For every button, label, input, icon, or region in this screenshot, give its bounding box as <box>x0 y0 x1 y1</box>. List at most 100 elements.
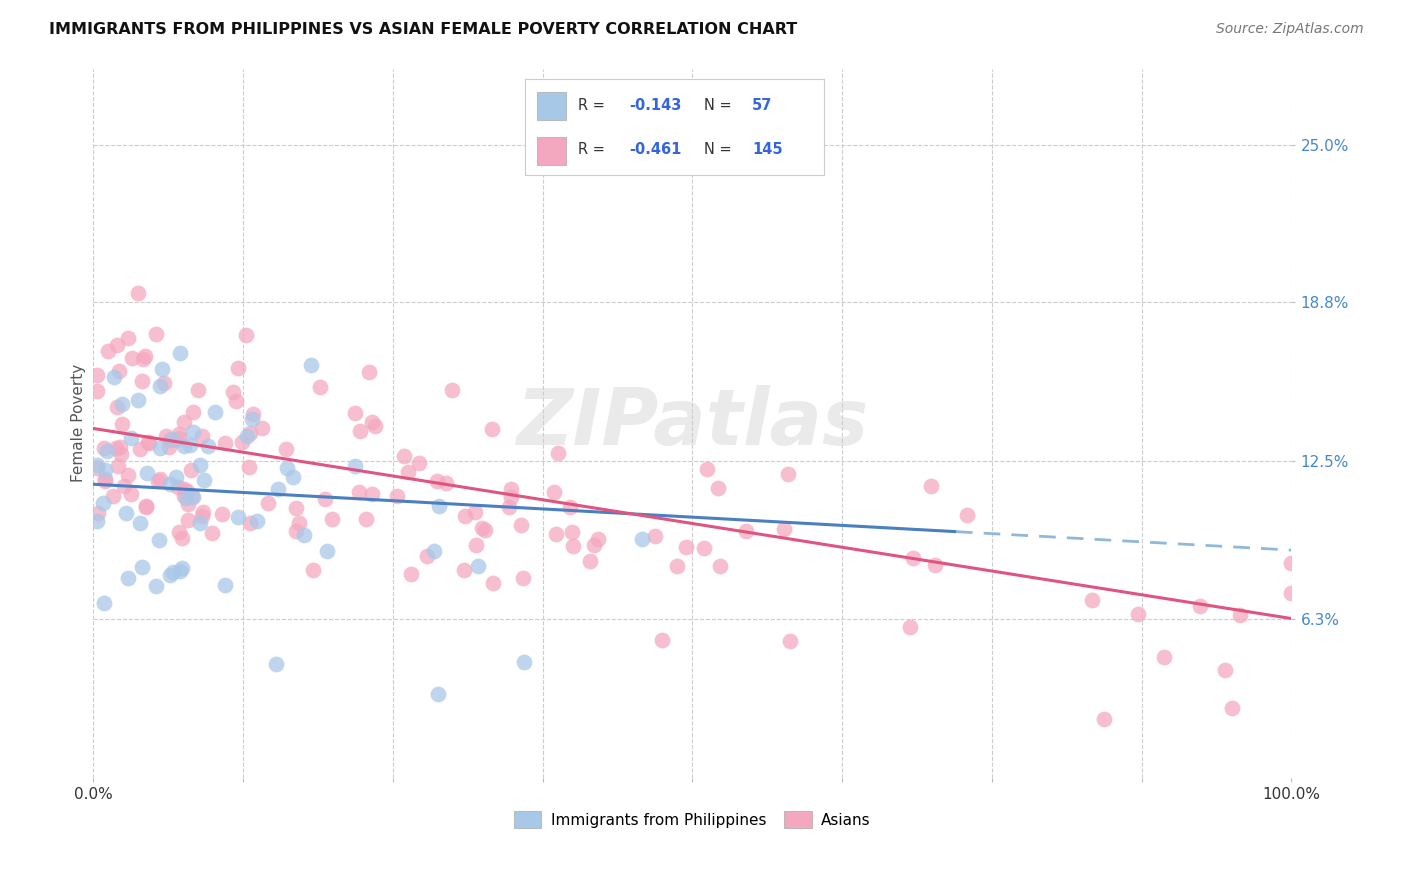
Point <box>482 575 505 590</box>
Point <box>155 429 177 443</box>
Point <box>193 473 215 487</box>
Point <box>159 567 181 582</box>
Point <box>93 462 115 476</box>
Point <box>107 364 129 378</box>
Point <box>426 475 449 489</box>
Point <box>148 533 170 548</box>
Text: ZIPatlas: ZIPatlas <box>516 385 869 461</box>
Point <box>94 475 117 489</box>
Point <box>181 490 204 504</box>
Point <box>1220 700 1243 714</box>
Point <box>651 633 673 648</box>
Point <box>1153 650 1175 665</box>
Point <box>145 327 167 342</box>
Point <box>169 346 191 360</box>
Point <box>427 500 450 514</box>
Point <box>146 474 169 488</box>
Point <box>276 461 298 475</box>
Point <box>665 558 688 573</box>
Point <box>287 516 309 531</box>
Point <box>920 478 942 492</box>
Point <box>162 566 184 580</box>
Point <box>394 449 416 463</box>
Point <box>204 405 226 419</box>
Point <box>105 400 128 414</box>
Point <box>357 365 380 379</box>
Point <box>709 559 731 574</box>
Point <box>314 491 336 506</box>
Point <box>240 412 263 426</box>
Point <box>453 563 475 577</box>
Legend: Immigrants from Philippines, Asians: Immigrants from Philippines, Asians <box>508 805 877 834</box>
Point <box>423 543 446 558</box>
Point <box>586 532 609 546</box>
Point <box>498 500 520 515</box>
Point <box>1126 607 1149 622</box>
Point <box>222 384 245 399</box>
Point <box>474 523 496 537</box>
Point <box>453 509 475 524</box>
Point <box>181 425 204 440</box>
Point <box>86 514 108 528</box>
Point <box>543 484 565 499</box>
Point <box>214 578 236 592</box>
Point <box>734 524 756 539</box>
Point <box>120 487 142 501</box>
Point <box>385 490 408 504</box>
Point <box>191 505 214 519</box>
Point <box>256 496 278 510</box>
Point <box>149 472 172 486</box>
Point <box>561 524 583 539</box>
Point <box>167 431 190 445</box>
Point <box>138 436 160 450</box>
Point <box>127 285 149 300</box>
Point <box>578 554 600 568</box>
Point <box>264 657 287 672</box>
Point <box>399 567 422 582</box>
Point <box>138 434 160 449</box>
Point <box>360 487 382 501</box>
Point <box>427 687 450 701</box>
Point <box>236 429 259 443</box>
Point <box>134 349 156 363</box>
Point <box>284 524 307 538</box>
Point <box>179 438 201 452</box>
Point <box>343 406 366 420</box>
Point <box>558 500 581 515</box>
Point <box>149 441 172 455</box>
Point <box>773 522 796 536</box>
Point <box>167 480 190 494</box>
Point <box>583 538 606 552</box>
Point <box>201 526 224 541</box>
Point <box>86 506 108 520</box>
Point <box>191 429 214 443</box>
Point <box>1229 607 1251 622</box>
Point <box>191 509 214 524</box>
Point <box>111 397 134 411</box>
Point <box>226 509 249 524</box>
Point <box>321 512 343 526</box>
Point <box>172 532 194 546</box>
Point <box>235 327 257 342</box>
Point <box>173 415 195 429</box>
Point <box>180 462 202 476</box>
Point <box>347 485 370 500</box>
Point <box>86 458 108 472</box>
Point <box>544 527 567 541</box>
Point <box>135 499 157 513</box>
Point <box>1189 599 1212 613</box>
Point <box>464 505 486 519</box>
Point <box>1281 556 1303 570</box>
Point <box>434 476 457 491</box>
Point <box>159 433 181 447</box>
Point <box>160 432 183 446</box>
Point <box>706 481 728 495</box>
Text: IMMIGRANTS FROM PHILIPPINES VS ASIAN FEMALE POVERTY CORRELATION CHART: IMMIGRANTS FROM PHILIPPINES VS ASIAN FEM… <box>49 22 797 37</box>
Point <box>246 514 269 528</box>
Point <box>145 579 167 593</box>
Point <box>86 368 108 383</box>
Point <box>128 442 150 457</box>
Point <box>547 445 569 459</box>
Point <box>107 459 129 474</box>
Point <box>924 558 946 572</box>
